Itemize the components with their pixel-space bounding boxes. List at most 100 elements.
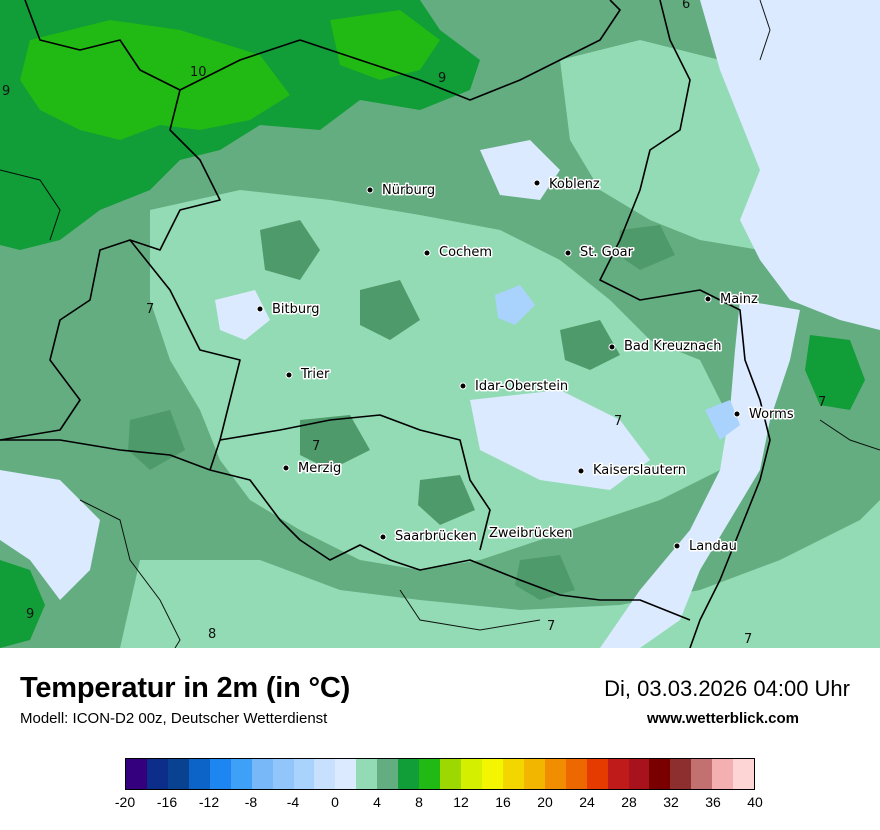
cool-patch-blue [495,285,535,325]
cool-patch-north [480,140,560,200]
legend-color-cell [481,759,503,789]
city-marker-nurburg[interactable]: Nürburg [366,182,437,200]
map-footer: Temperatur in 2m (in °C) Modell: ICON-D2… [0,648,880,830]
legend-color-cell [126,759,147,789]
legend-tick-label: 24 [579,794,595,810]
legend-color-cell [209,759,231,789]
legend-color-cell [607,759,629,789]
cool-patch-central [470,390,650,490]
isotherm-label: 7 [146,302,154,317]
legend-tick-label: -8 [244,794,258,810]
city-marker-cochem[interactable]: Cochem [423,244,494,262]
legend-tick-label: -4 [286,794,300,810]
legend-color-cell [377,759,399,789]
city-marker-worms[interactable]: Worms [733,406,795,424]
isotherm-label: 7 [744,632,752,647]
legend-color-cell [628,759,650,789]
city-marker-st-goar[interactable]: St. Goar [564,244,635,262]
city-dot [733,410,741,418]
city-marker-koblenz[interactable]: Koblenz [533,176,601,194]
city-label: Idar-Oberstein [475,379,568,394]
warm-zone-north [330,10,440,80]
city-marker-bad-kreuznach[interactable]: Bad Kreuznach [608,338,723,356]
isotherm-label: 9 [2,84,10,99]
map-canvas: 6 9 10 9 7 7 7 7 9 8 7 7 Nürburg [0,0,880,648]
city-marker-kaiserslautern[interactable]: Kaiserslautern [577,462,688,480]
legend-tick-label: 20 [537,794,553,810]
cool-zone-rhine [600,300,800,648]
legend-color-cell [544,759,566,789]
legend-ticks: -20 -16 -12 -8 -4 0 4 8 12 16 20 24 28 32 36 40 [115,794,763,814]
legend-tick-label: 0 [331,794,339,810]
warm-patch-west [0,150,50,240]
city-marker-trier[interactable]: Trier [285,366,331,384]
legend-color-cell [670,759,692,789]
legend-color-cell [649,759,671,789]
city-label: Koblenz [549,177,600,192]
isotherm-labels: 6 9 10 9 7 7 7 7 9 8 7 7 [2,0,826,647]
city-label: Nürburg [382,183,435,198]
city-marker-bitburg[interactable]: Bitburg [256,301,321,319]
city-dot [533,179,541,187]
isotherm-label: 9 [438,71,446,86]
temperature-map[interactable]: 6 9 10 9 7 7 7 7 9 8 7 7 Nürburg [0,0,880,649]
legend-color-cell [691,759,713,789]
website-link[interactable]: www.wetterblick.com [647,710,799,727]
field-detail [128,220,675,600]
legend-color-cell [733,759,755,789]
city-marker-landau[interactable]: Landau [673,538,738,556]
legend-color-cell [167,759,189,789]
border-lux [129,239,241,471]
city-dot [285,371,293,379]
city-label: Zweibrücken [489,526,572,541]
city-label: Worms [749,407,794,422]
warm-zone-northwest-core [20,20,290,140]
legend-color-cell [565,759,587,789]
city-label: Merzig [298,461,341,476]
city-dot [256,305,264,313]
border-east-hesse [599,0,771,648]
legend-tick-label: -12 [198,794,220,810]
cool-zone-east [700,0,880,330]
city-dot [366,186,374,194]
isotherm-label: 6 [682,0,690,12]
border-saar-rlp [219,414,491,551]
city-dot [459,382,467,390]
legend-color-cell [523,759,545,789]
isotherm-label: 9 [26,607,34,622]
legend-color-cell [356,759,378,789]
cities: Nürburg Koblenz Cochem St. Goar Mainz [256,176,795,556]
legend-color-cell [251,759,273,789]
legend-color-cell [586,759,608,789]
city-dot [423,249,431,257]
isotherm-label: 10 [190,65,207,80]
border-north [0,0,221,441]
city-marker-saarbrucken[interactable]: Saarbrücken [379,528,478,546]
map-title: Temperatur in 2m (in °C) [20,672,351,704]
legend-tick-label: 40 [747,794,763,810]
city-label: Saarbrücken [395,529,477,544]
cool-patch-blue-east [705,400,740,440]
city-dot [704,295,712,303]
city-label: Kaiserslautern [593,463,686,478]
isotherm-label: 7 [614,414,622,429]
city-dot [577,467,585,475]
city-label: St. Goar [580,245,634,260]
city-label: Cochem [439,245,492,260]
legend-color-cell [272,759,294,789]
borders [0,0,771,648]
city-marker-zweibrucken[interactable]: Zweibrücken [488,525,574,543]
legend-tick-label: 4 [373,794,381,810]
legend-tick-label: 28 [621,794,637,810]
city-dot [379,533,387,541]
city-marker-mainz[interactable]: Mainz [704,291,760,309]
isotherm-label: 7 [312,439,320,454]
legend-tick-label: -20 [114,794,136,810]
legend-color-cell [335,759,357,789]
city-dot [282,464,290,472]
city-marker-idar-oberstein[interactable]: Idar-Oberstein [459,378,570,396]
cool-patch-bitburg [215,290,270,340]
city-dot [608,343,616,351]
legend-color-cell [440,759,461,789]
city-marker-merzig[interactable]: Merzig [282,460,343,478]
